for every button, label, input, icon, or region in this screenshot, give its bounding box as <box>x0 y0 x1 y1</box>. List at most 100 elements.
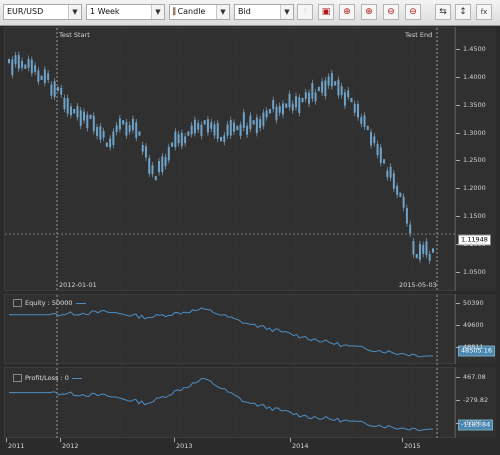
price-candle <box>366 125 369 131</box>
function-icon[interactable]: fx <box>476 4 492 20</box>
price-candle <box>177 134 180 144</box>
time-axis[interactable]: 2011 2012 2013 2014 2015 <box>4 438 455 455</box>
price-candle <box>268 109 271 114</box>
tick-mark <box>456 188 460 190</box>
price-candle <box>386 170 389 178</box>
price-candle <box>102 131 105 138</box>
lock-icon[interactable]: ▣ <box>318 4 334 20</box>
price-axis[interactable]: 1.11948 1.4500 1.4000 1.3500 1.3000 1.2500 1.… <box>455 27 496 291</box>
tick-mark <box>456 423 460 425</box>
price-candle <box>115 125 118 133</box>
equity-panel[interactable]: Equity : 50000 <box>4 294 455 365</box>
price-candle <box>63 97 66 110</box>
price-candle <box>216 123 219 139</box>
price-axis-label: 1.4000 <box>463 72 486 81</box>
tick-mark <box>456 76 460 78</box>
axis-label: -279.82 <box>463 396 489 405</box>
price-candle <box>158 161 161 173</box>
price-axis-label: 1.2500 <box>463 156 486 165</box>
price-candle <box>69 106 72 116</box>
zoom-out-icon[interactable]: ⊖ <box>383 4 399 20</box>
price-candle <box>298 97 301 114</box>
x-tick-mark <box>6 438 7 442</box>
price-candle <box>321 81 324 93</box>
price-candle <box>278 106 281 113</box>
chevron-down-icon[interactable]: ▼ <box>151 5 164 19</box>
price-candle <box>8 58 10 64</box>
equity-indicator-label: Equity : 50000 <box>13 299 86 307</box>
indicator-icon[interactable]: ⫶ <box>297 4 313 20</box>
price-candle <box>285 103 288 108</box>
profit-loss-axis[interactable]: -1183.84 467.08 -279.82 -1026 <box>455 367 496 438</box>
x-axis-label: 2013 <box>176 442 193 450</box>
start-date-label: 2012-01-01 <box>59 281 97 289</box>
price-candle <box>92 115 95 132</box>
price-candle <box>347 90 350 98</box>
legend-line-icon <box>71 377 82 379</box>
price-candle <box>86 114 89 129</box>
price-candle <box>193 119 196 134</box>
axis-label: 467.08 <box>463 373 486 382</box>
axis-scale-icon[interactable]: ↕ <box>455 4 471 20</box>
price-candle <box>353 103 356 113</box>
price-candle <box>389 166 392 178</box>
price-candle <box>415 253 418 259</box>
price-candle <box>11 59 14 76</box>
price-chart-panel[interactable]: Test Start Test End 2012-01-01 2015-05-0… <box>4 27 456 292</box>
price-candle <box>151 165 154 175</box>
price-candle <box>324 80 327 97</box>
profit-loss-line <box>9 377 434 432</box>
price-candle <box>128 125 131 132</box>
chevron-down-icon[interactable]: ▼ <box>216 5 229 19</box>
price-candle <box>131 118 134 131</box>
chart-type-select[interactable]: ⫿ Candle ▼ <box>169 4 230 20</box>
price-candle <box>161 156 164 173</box>
indicator-toggle-icon[interactable] <box>13 374 22 382</box>
indicator-toggle-icon[interactable] <box>13 299 22 307</box>
price-candle <box>34 65 37 73</box>
end-date-label: 2015-05-03 <box>399 281 437 289</box>
price-candle <box>125 122 128 136</box>
price-candle <box>396 185 399 195</box>
zoom-in-icon[interactable]: ⊕ <box>361 4 377 20</box>
price-candle <box>330 73 333 87</box>
zoom-fit-icon[interactable]: ⊕ <box>339 4 355 20</box>
price-candle <box>350 97 353 103</box>
price-candle <box>43 69 46 83</box>
shift-chart-icon[interactable]: ⇆ <box>435 4 451 20</box>
price-candle <box>246 125 249 135</box>
price-candle <box>50 84 53 96</box>
price-candle <box>200 124 203 136</box>
price-candle <box>405 207 408 224</box>
price-candle <box>314 92 317 102</box>
price-candle <box>109 138 112 148</box>
price-axis-label: 1.4500 <box>463 44 486 53</box>
price-candle <box>144 146 147 158</box>
equity-axis[interactable]: 48505.16 50390 49600 48811 <box>455 294 496 364</box>
price-candle <box>223 135 226 142</box>
x-tick-mark <box>174 438 175 442</box>
price-axis-label: 1.0500 <box>463 267 486 276</box>
test-end-label: Test End <box>405 31 433 39</box>
period-select[interactable]: 1 Week ▼ <box>86 4 165 20</box>
price-candle <box>370 132 373 146</box>
price-candle <box>89 114 92 120</box>
tick-mark <box>456 400 460 402</box>
price-candle <box>60 87 63 95</box>
price-candle <box>265 110 268 118</box>
price-candle <box>291 103 294 111</box>
profit-loss-panel[interactable]: Profit/Loss : 0 <box>4 367 455 439</box>
x-tick-mark <box>290 438 291 442</box>
price-candle <box>272 100 275 109</box>
price-side-select[interactable]: Bid ▼ <box>234 4 294 20</box>
price-candle <box>220 136 222 142</box>
tick-mark <box>456 216 460 218</box>
chevron-down-icon[interactable]: ▼ <box>68 5 81 19</box>
zoom-reset-icon[interactable]: ⊖ <box>405 4 421 20</box>
x-axis-label: 2014 <box>292 442 309 450</box>
profit-loss-current-badge: -1183.84 <box>458 419 494 431</box>
instrument-select[interactable]: EUR/USD ▼ <box>3 4 82 20</box>
chevron-down-icon[interactable]: ▼ <box>280 5 293 19</box>
price-candle <box>197 122 200 130</box>
price-candle <box>317 86 320 92</box>
